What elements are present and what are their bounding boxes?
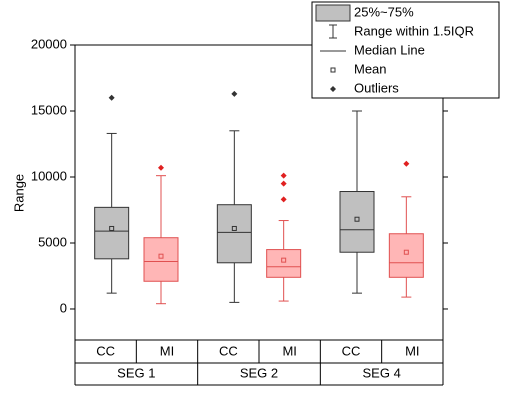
group-label: SEG 4 [363, 365, 401, 380]
box [388, 233, 424, 278]
outlier [158, 164, 164, 171]
outlier [231, 90, 238, 97]
outlier [280, 180, 287, 187]
box [143, 237, 179, 282]
category-label: MI [160, 343, 174, 358]
mean [281, 257, 287, 263]
legend-swatch [330, 67, 336, 73]
y-axis-label: Range [11, 174, 26, 212]
mean [354, 216, 360, 222]
category-label: CC [96, 343, 115, 358]
outlier [108, 94, 115, 101]
legend-swatch [330, 86, 336, 92]
category-label: CC [342, 343, 361, 358]
group-label: SEG 2 [240, 365, 278, 380]
legend-label: Outliers [354, 80, 399, 95]
box [216, 204, 252, 264]
category-label: MI [282, 343, 296, 358]
mean [158, 253, 164, 259]
y-tick-label: 15000 [31, 102, 67, 117]
y-tick-label: 20000 [31, 36, 67, 51]
legend-label: Mean [354, 61, 387, 76]
category-label: MI [405, 343, 419, 358]
outlier [280, 196, 287, 203]
box [266, 249, 302, 278]
y-tick-label: 5000 [38, 234, 67, 249]
legend-swatch [315, 4, 351, 22]
legend-label: 25%~75% [354, 4, 414, 19]
box [339, 191, 375, 253]
outlier [280, 172, 287, 179]
group-label: SEG 1 [117, 365, 155, 380]
legend-label: Median Line [354, 42, 425, 57]
legend-label: Range within 1.5IQR [354, 23, 474, 38]
y-tick-label: 10000 [31, 168, 67, 183]
outlier [403, 160, 410, 167]
mean [109, 225, 115, 231]
box [94, 206, 130, 260]
mean [231, 225, 237, 231]
mean [403, 249, 409, 255]
y-tick-label: 0 [60, 300, 67, 315]
category-label: CC [219, 343, 238, 358]
